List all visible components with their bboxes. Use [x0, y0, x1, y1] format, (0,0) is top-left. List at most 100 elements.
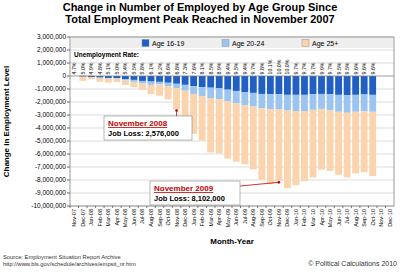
y-tick-label: -6,000,000: [35, 150, 66, 157]
x-tick: [240, 206, 241, 208]
x-tick-label: Dec-10: [387, 209, 393, 227]
legend-label: Age 20-24: [232, 40, 264, 48]
unemployment-rate-label: 8.1%: [199, 62, 205, 74]
source: http://www.bls.gov/schedule/archives/emp…: [3, 261, 136, 267]
x-tick: [95, 206, 96, 208]
bar: [131, 80, 138, 82]
bar: [369, 95, 376, 112]
legend-swatch: [142, 40, 149, 47]
x-tick-label: Nov-08: [174, 209, 180, 227]
unemployment-rate-label: 6.1%: [148, 62, 154, 74]
x-tick: [172, 206, 173, 208]
unemployment-rate-label: 9.7%: [293, 62, 299, 74]
bar: [190, 86, 197, 94]
y-tick: [67, 89, 70, 90]
y-tick: [67, 180, 70, 181]
title: Change in Number of Employed by Age Grou…: [63, 1, 338, 25]
y-tick-label: -3,000,000: [35, 111, 66, 118]
bar: [267, 109, 274, 184]
unemployment-title: Unemployment Rate:: [74, 51, 139, 59]
x-tick-label: May-10: [327, 209, 333, 227]
y-tick-label: 3,000,000: [37, 33, 66, 40]
annotation: November 2008Job Loss: 2,576,000: [104, 109, 192, 140]
bar: [327, 110, 334, 170]
x-tick: [87, 206, 88, 208]
bar: [139, 81, 146, 84]
bar: [122, 81, 129, 85]
annotation-arrow-head: [175, 109, 178, 112]
legend: Age 16-19Age 20-24Age 25+: [71, 38, 393, 48]
bar: [275, 94, 282, 109]
x-axis-label: Month-Year: [210, 237, 254, 246]
unemployment-rate-label: 5.1%: [105, 62, 111, 74]
bar: [327, 94, 334, 110]
y-tick-label: -4,000,000: [35, 124, 66, 131]
annotation-text: Job Loss: 2,576,000: [108, 129, 179, 138]
x-tick-label: Jun-08: [131, 209, 137, 226]
legend-swatch: [222, 40, 229, 47]
bar: [148, 85, 155, 94]
unemployment-rate-label: 9.6%: [353, 62, 359, 74]
bar: [284, 110, 291, 188]
x-tick-label: Jan-09: [191, 209, 197, 226]
bar: [224, 101, 231, 158]
grid-line: [70, 180, 394, 181]
unemployment-rate-label: 9.4%: [225, 62, 231, 74]
x-tick-label: Dec-08: [182, 209, 188, 227]
y-tick-label: -5,000,000: [35, 137, 66, 144]
bar: [224, 90, 231, 102]
y-tick: [67, 50, 70, 51]
bar: [267, 94, 274, 109]
unemployment-rate-label: 8.5%: [208, 62, 214, 74]
bar: [318, 94, 325, 109]
bar: [275, 109, 282, 181]
unemployment-rate-label: 9.9%: [319, 62, 325, 74]
y-tick-label: -10,000,000: [31, 202, 66, 209]
unemployment-rate-label: 9.5%: [233, 62, 239, 74]
x-tick: [359, 206, 360, 208]
bar: [199, 87, 206, 96]
x-tick-label: Sep-08: [157, 209, 163, 227]
bar: [96, 78, 103, 82]
bar: [182, 91, 189, 118]
bar: [139, 76, 146, 81]
bar: [207, 88, 214, 98]
x-tick-label: Nov-09: [276, 209, 282, 227]
unemployment-rate-label: 4.8%: [97, 62, 103, 74]
x-tick: [121, 206, 122, 208]
x-tick: [317, 206, 318, 208]
bar: [156, 82, 163, 85]
y-tick: [67, 37, 70, 38]
bar: [233, 103, 240, 161]
unemployment-rate-label: 9.5%: [344, 62, 350, 74]
bar: [216, 76, 223, 88]
bar: [156, 84, 163, 95]
bar: [199, 96, 206, 140]
x-tick: [163, 206, 164, 208]
x-tick: [112, 206, 113, 208]
bar: [207, 76, 214, 88]
unemployment-rate-label: 9.4%: [242, 62, 248, 74]
x-tick: [129, 206, 130, 208]
x-tick: [214, 206, 215, 208]
x-tick-label: Apr-10: [319, 209, 325, 226]
bar: [190, 76, 197, 86]
x-tick-label: Mar-10: [310, 209, 316, 226]
y-tick: [67, 154, 70, 155]
bar: [165, 83, 172, 86]
x-tick-label: Jul-09: [242, 209, 248, 224]
x-tick-label: Mar-09: [208, 209, 214, 226]
bar: [113, 76, 120, 78]
y-tick: [67, 167, 70, 168]
x-tick: [283, 206, 284, 208]
unemployment-rate-label: 9.6%: [361, 62, 367, 74]
annotation-title: November 2009: [154, 184, 214, 193]
x-tick: [351, 206, 352, 208]
x-tick: [155, 206, 156, 208]
bar: [310, 76, 317, 94]
bar: [310, 110, 317, 178]
x-tick-label: Jan-08: [88, 209, 94, 226]
source: Source: Employment Situation Report Arch…: [3, 254, 121, 260]
bar: [88, 77, 95, 79]
unemployment-rate-label: 4.9%: [88, 62, 94, 74]
